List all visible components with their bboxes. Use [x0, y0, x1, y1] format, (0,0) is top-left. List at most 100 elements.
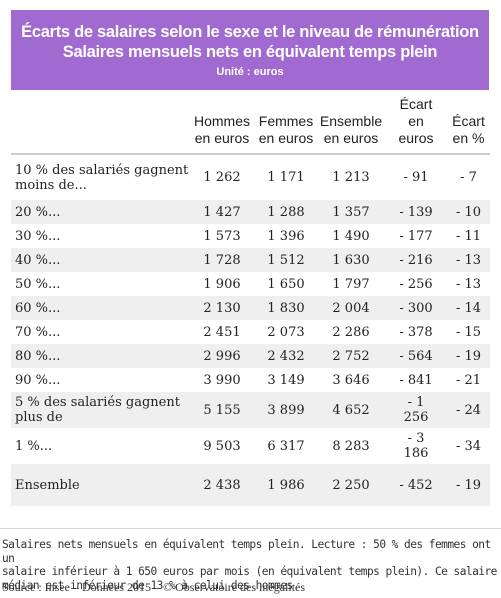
cell-femmes: 2 432 — [255, 344, 317, 368]
cell-hommes: 9 503 — [189, 428, 255, 464]
cell-femmes: 1 986 — [255, 464, 317, 506]
col-header-ecart-pct: Écart en % — [447, 92, 490, 155]
table-title: Écarts de salaires selon le sexe et le n… — [21, 23, 479, 41]
cell-ecart-pct: - 11 — [447, 224, 490, 248]
cell-ensemble: 2 286 — [317, 320, 385, 344]
cell-hommes: 3 990 — [189, 368, 255, 392]
row-label: 70 %... — [11, 320, 189, 344]
cell-ensemble: 2 004 — [317, 296, 385, 320]
cell-ecart-euros: - 3 186 — [385, 428, 447, 464]
cell-ecart-pct: - 14 — [447, 296, 490, 320]
cell-femmes: 1 830 — [255, 296, 317, 320]
cell-femmes: 3 149 — [255, 368, 317, 392]
table-row: 80 %... 2 996 2 432 2 752- 564- 19 — [11, 344, 490, 368]
cell-hommes: 1 262 — [189, 154, 255, 200]
table-row: 20 %... 1 427 1 288 1 357- 139- 10 — [11, 200, 490, 224]
cell-ecart-euros: - 300 — [385, 296, 447, 320]
cell-hommes: 5 155 — [189, 392, 255, 428]
source-line: Source : Insee – Données 2015 – © Observ… — [2, 580, 306, 594]
row-label: 60 %... — [11, 296, 189, 320]
salary-table: Hommes en euros Femmes en euros Ensemble… — [11, 92, 490, 506]
reading-note: Salaires nets mensuels en équivalent tem… — [2, 538, 497, 592]
cell-ecart-euros: - 177 — [385, 224, 447, 248]
table-body: 10 % des salariés gagnent moins de... 1 26… — [11, 154, 490, 506]
cell-ecart-pct: - 34 — [447, 428, 490, 464]
cell-ensemble: 2 250 — [317, 464, 385, 506]
title-banner: Écarts de salaires selon le sexe et le n… — [11, 10, 489, 90]
cell-femmes: 1 396 — [255, 224, 317, 248]
cell-hommes: 1 728 — [189, 248, 255, 272]
cell-femmes: 1 288 — [255, 200, 317, 224]
cell-ensemble: 1 357 — [317, 200, 385, 224]
row-label: 40 %... — [11, 248, 189, 272]
table-row: 50 %... 1 906 1 650 1 797- 256- 13 — [11, 272, 490, 296]
table-row: 40 %... 1 728 1 512 1 630- 216- 13 — [11, 248, 490, 272]
row-label: 10 % des salariés gagnent moins de... — [11, 154, 189, 200]
cell-ecart-euros: - 564 — [385, 344, 447, 368]
row-label: 50 %... — [11, 272, 189, 296]
cell-femmes: 6 317 — [255, 428, 317, 464]
table-row: 90 %... 3 990 3 149 3 646- 841- 21 — [11, 368, 490, 392]
col-header-ecart-euros: Écart en euros — [385, 92, 447, 155]
row-label: 1 %... — [11, 428, 189, 464]
cell-ecart-pct: - 7 — [447, 154, 490, 200]
row-label: 90 %... — [11, 368, 189, 392]
cell-hommes: 1 906 — [189, 272, 255, 296]
cell-femmes: 1 171 — [255, 154, 317, 200]
table-row: Ensemble 2 438 1 986 2 250- 452- 19 — [11, 464, 490, 506]
cell-ecart-pct: - 13 — [447, 248, 490, 272]
cell-femmes: 2 073 — [255, 320, 317, 344]
cell-ensemble: 4 652 — [317, 392, 385, 428]
cell-femmes: 3 899 — [255, 392, 317, 428]
cell-ecart-pct: - 19 — [447, 344, 490, 368]
cell-hommes: 2 451 — [189, 320, 255, 344]
row-label: Ensemble — [11, 464, 189, 506]
row-label: 5 % des salariés gagnent plus de — [11, 392, 189, 428]
header-row: Hommes en euros Femmes en euros Ensemble… — [11, 92, 490, 155]
cell-ecart-pct: - 10 — [447, 200, 490, 224]
cell-ecart-euros: - 841 — [385, 368, 447, 392]
cell-ensemble: 2 752 — [317, 344, 385, 368]
cell-hommes: 2 996 — [189, 344, 255, 368]
cell-ecart-euros: - 216 — [385, 248, 447, 272]
cell-ecart-pct: - 13 — [447, 272, 490, 296]
cell-ensemble: 1 490 — [317, 224, 385, 248]
cell-hommes: 1 427 — [189, 200, 255, 224]
cell-hommes: 1 573 — [189, 224, 255, 248]
header-blank — [11, 92, 189, 155]
table-row: 30 %... 1 573 1 396 1 490- 177- 11 — [11, 224, 490, 248]
table-row: 60 %... 2 130 1 830 2 004- 300- 14 — [11, 296, 490, 320]
cell-ecart-euros: - 452 — [385, 464, 447, 506]
cell-ecart-euros: - 91 — [385, 154, 447, 200]
cell-ensemble: 1 797 — [317, 272, 385, 296]
unit-label: Unité : euros — [216, 66, 284, 78]
col-header-femmes: Femmes en euros — [255, 92, 317, 155]
table-row: 1 %... 9 503 6 317 8 283- 3 186- 34 — [11, 428, 490, 464]
col-header-ensemble: Ensemble en euros — [317, 92, 385, 155]
row-label: 20 %... — [11, 200, 189, 224]
table-row: 5 % des salariés gagnent plus de 5 155 3 89… — [11, 392, 490, 428]
table-row: 70 %... 2 451 2 073 2 286- 378- 15 — [11, 320, 490, 344]
cell-hommes: 2 438 — [189, 464, 255, 506]
table-row: 10 % des salariés gagnent moins de... 1 26… — [11, 154, 490, 200]
cell-ecart-euros: - 139 — [385, 200, 447, 224]
table-card: Écarts de salaires selon le sexe et le n… — [0, 10, 501, 529]
cell-ecart-euros: - 378 — [385, 320, 447, 344]
cell-ecart-pct: - 19 — [447, 464, 490, 506]
cell-ensemble: 8 283 — [317, 428, 385, 464]
row-label: 80 %... — [11, 344, 189, 368]
cell-hommes: 2 130 — [189, 296, 255, 320]
cell-ecart-euros: - 256 — [385, 272, 447, 296]
cell-ensemble: 3 646 — [317, 368, 385, 392]
col-header-hommes: Hommes en euros — [189, 92, 255, 155]
cell-ecart-pct: - 24 — [447, 392, 490, 428]
cell-femmes: 1 512 — [255, 248, 317, 272]
cell-femmes: 1 650 — [255, 272, 317, 296]
cell-ensemble: 1 213 — [317, 154, 385, 200]
row-label: 30 %... — [11, 224, 189, 248]
cell-ecart-euros: - 1 256 — [385, 392, 447, 428]
cell-ensemble: 1 630 — [317, 248, 385, 272]
table-subtitle: Salaires mensuels nets en équivalent tem… — [62, 43, 438, 61]
cell-ecart-pct: - 15 — [447, 320, 490, 344]
cell-ecart-pct: - 21 — [447, 368, 490, 392]
